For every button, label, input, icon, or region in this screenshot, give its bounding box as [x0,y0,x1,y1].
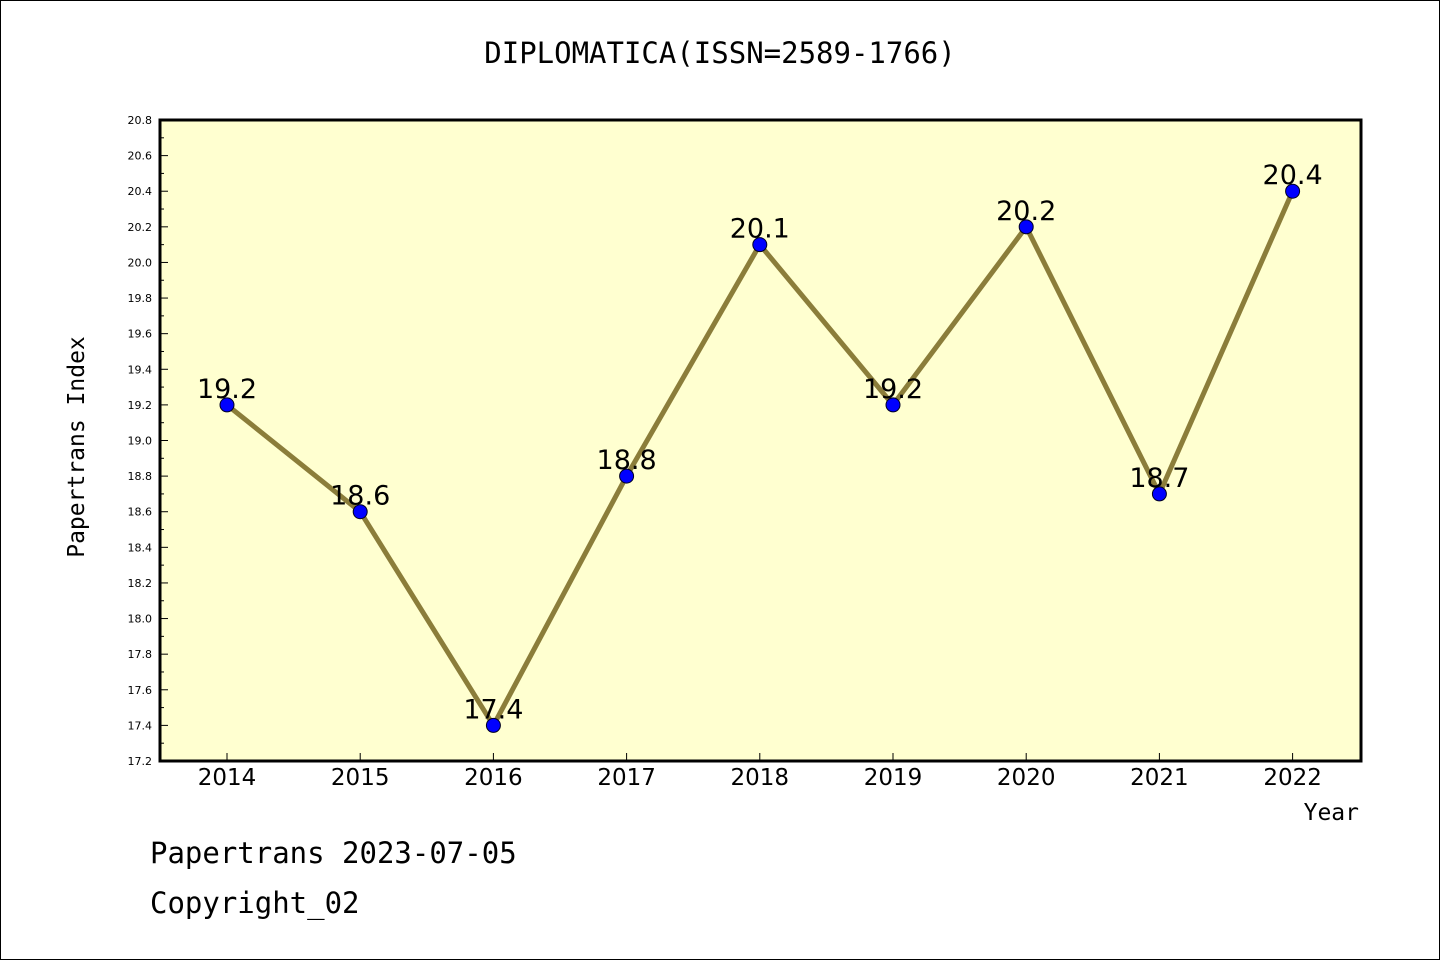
y-tick-label: 17.8 [128,648,153,661]
data-label: 18.8 [597,445,657,476]
y-tick-label: 17.2 [128,755,153,768]
data-point [752,237,768,253]
y-tick-label: 17.6 [128,684,153,697]
data-label: 17.4 [463,694,523,725]
y-tick-label: 19.6 [128,328,153,341]
y-tick-label: 19.0 [128,435,153,448]
data-point [885,397,901,413]
data-label: 20.1 [730,214,790,245]
data-point [1151,486,1167,502]
x-tick-label: 2014 [198,765,257,791]
y-tick-label: 19.8 [128,292,153,305]
x-tick-label: 2019 [864,765,923,791]
plot-area [158,118,1363,763]
y-tick-label: 19.2 [128,399,153,412]
data-label: 18.7 [1129,463,1189,494]
footer-copyright: Copyright_02 [150,886,360,920]
data-point [1018,219,1034,235]
data-point [619,468,635,484]
y-tick-label: 18.6 [128,506,153,519]
chart-title: DIPLOMATICA(ISSN=2589-1766) [484,36,956,70]
data-markers [219,183,1301,733]
y-axis-label: Papertrans Index [64,336,90,558]
y-tick-label: 19.4 [128,363,153,376]
data-point [219,397,235,413]
x-tick-label: 2021 [1130,765,1189,791]
data-label: 20.2 [996,196,1056,227]
footer-date: Papertrans 2023-07-05 [150,836,517,870]
x-tick-label: 2022 [1263,765,1322,791]
y-tick-label: 20.0 [128,256,153,269]
y-tick-label: 17.4 [128,719,153,732]
y-axis-ticks: 17.2 17.4 17.6 17.8 18.0 18.2 18.4 18.6 18.8 19.0… [128,114,168,768]
x-tick-label: 2020 [997,765,1056,791]
y-tick-label: 20.6 [128,150,153,163]
y-tick-label: 18.8 [128,470,153,483]
x-tick-label: 2016 [464,765,523,791]
y-tick-label: 18.4 [128,541,153,554]
x-axis-label: Year [1304,800,1359,826]
data-label: 20.4 [1263,160,1323,191]
data-point [1285,183,1301,199]
data-label: 19.2 [197,374,257,405]
x-axis-ticks: 2014 2015 2016 2017 2018 2019 2020 2021 2022 [198,753,1322,791]
y-tick-label: 20.4 [128,185,153,198]
x-tick-label: 2018 [731,765,790,791]
y-tick-label: 20.8 [128,114,153,127]
data-label: 19.2 [863,374,923,405]
x-tick-label: 2015 [331,765,390,791]
x-tick-label: 2017 [597,765,656,791]
data-point [485,717,501,733]
y-tick-label: 18.2 [128,577,153,590]
y-tick-label: 20.2 [128,221,153,234]
data-point [352,504,368,520]
data-label: 18.6 [330,481,390,512]
data-labels: 19.2 18.6 17.4 18.8 20.1 19.2 20.2 18.7 20.4 [197,160,1323,725]
y-tick-label: 18.0 [128,613,153,626]
